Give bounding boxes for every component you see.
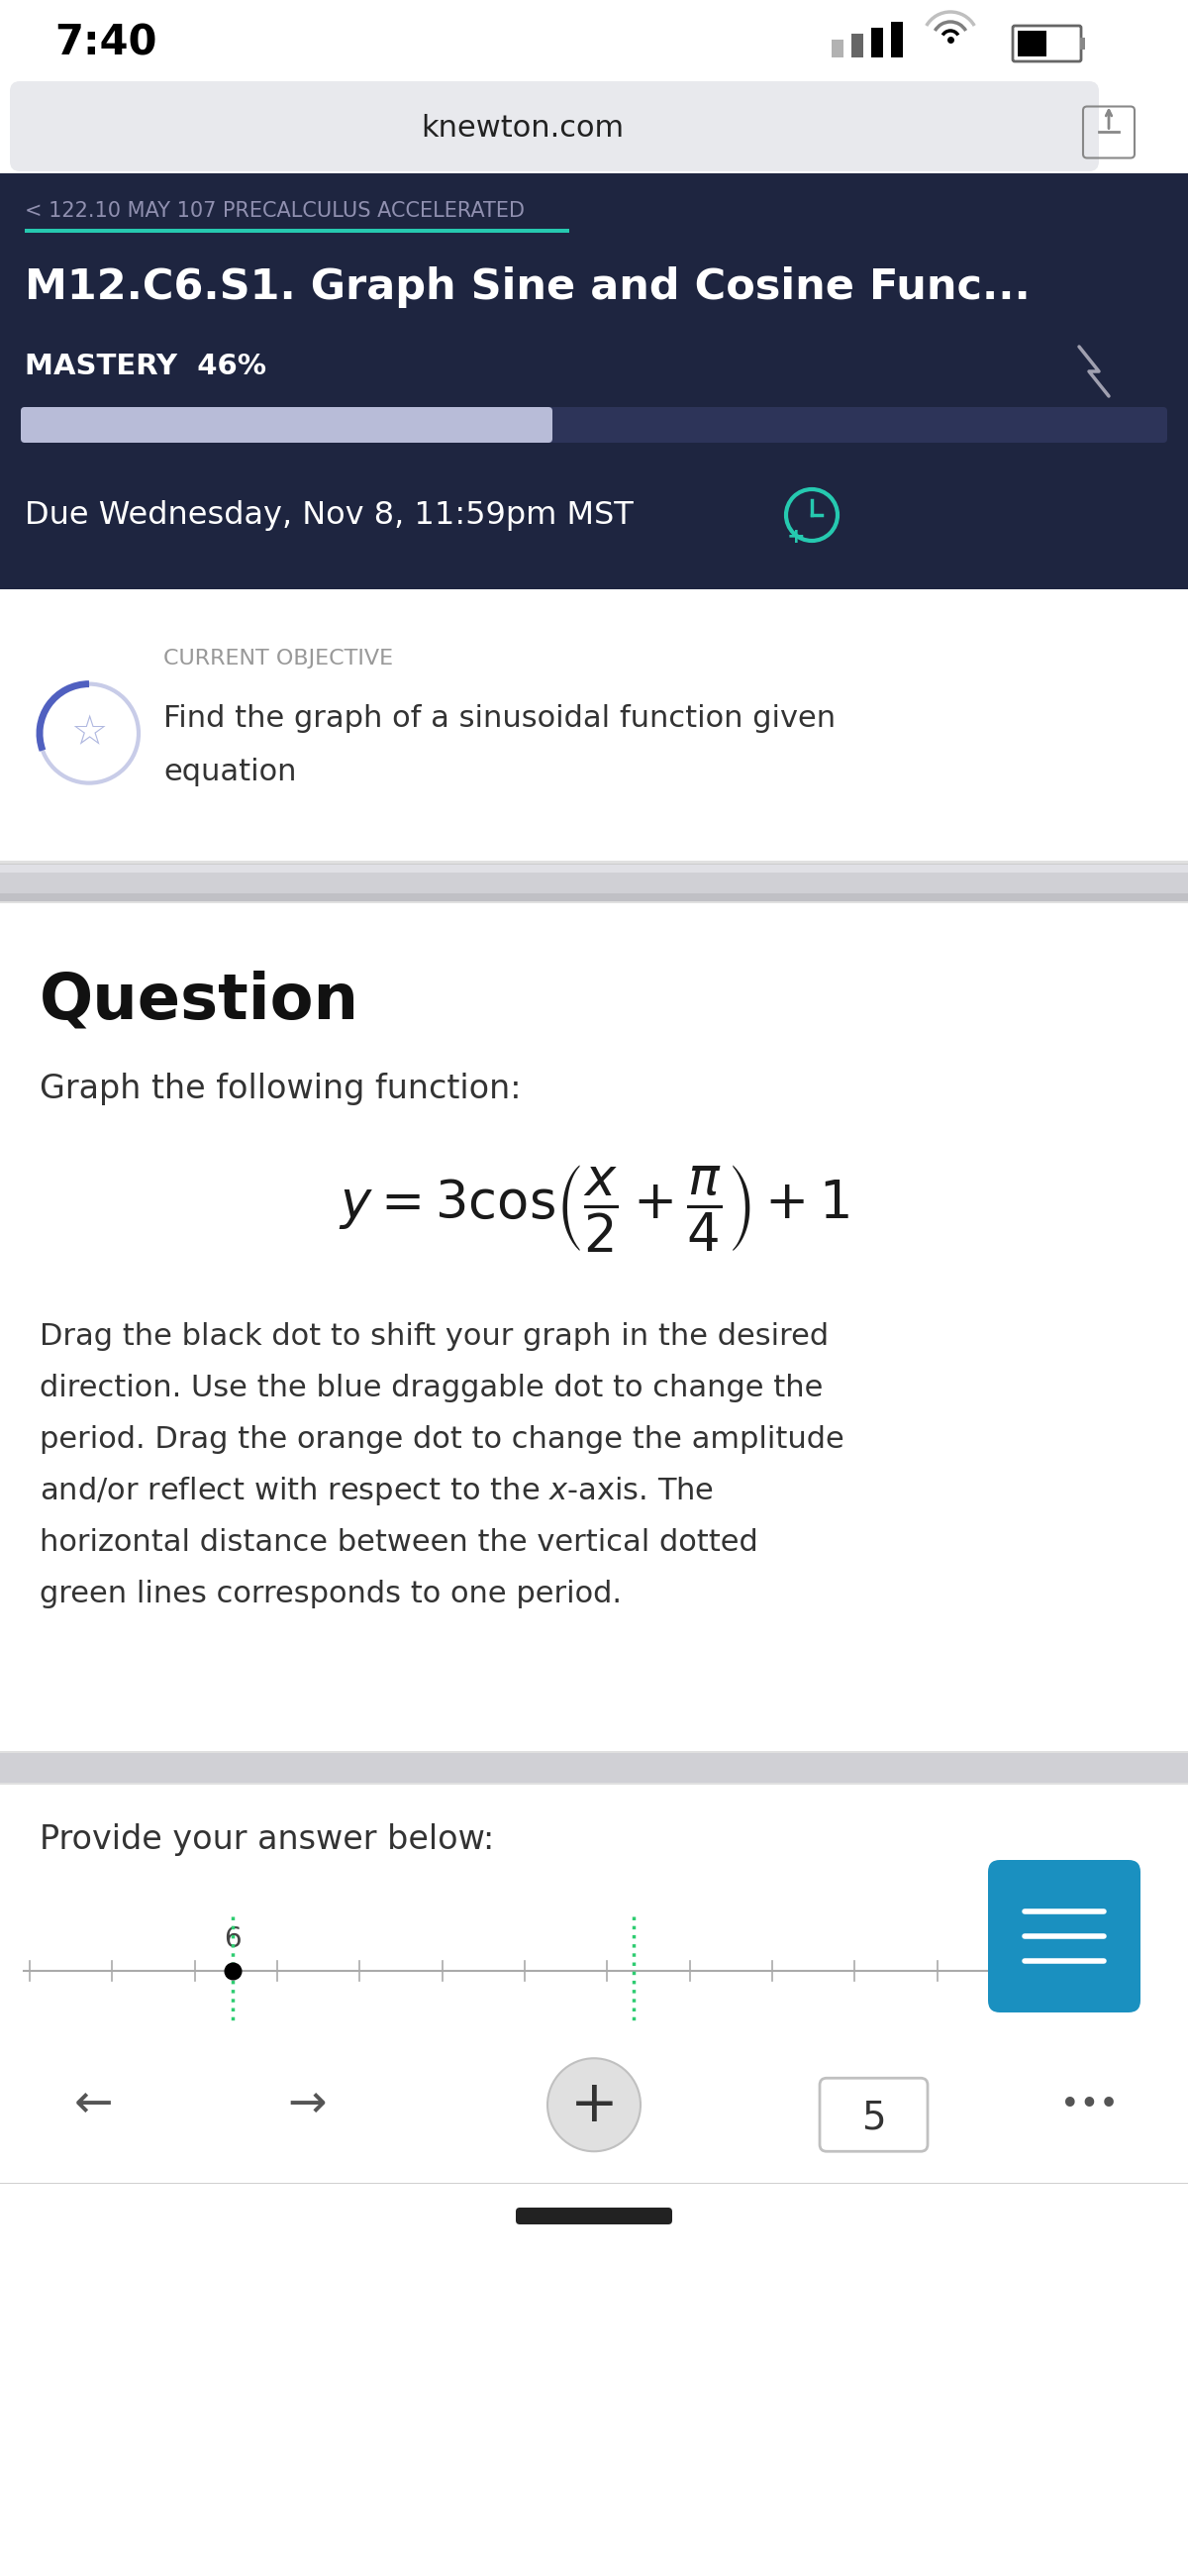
- Bar: [871, 28, 883, 57]
- Bar: [0, 590, 1188, 866]
- Text: green lines corresponds to one period.: green lines corresponds to one period.: [39, 1579, 621, 1610]
- Text: Find the graph of a sinusoidal function given: Find the graph of a sinusoidal function …: [164, 703, 835, 732]
- Text: Graph the following function:: Graph the following function:: [39, 1074, 522, 1105]
- Bar: [0, 2184, 1188, 2239]
- Text: Due Wednesday, Nov 8, 11:59pm MST: Due Wednesday, Nov 8, 11:59pm MST: [25, 500, 633, 531]
- Text: Drag the black dot to shift your graph in the desired: Drag the black dot to shift your graph i…: [39, 1321, 829, 1352]
- FancyBboxPatch shape: [820, 2079, 928, 2151]
- FancyBboxPatch shape: [21, 407, 552, 443]
- Text: Question: Question: [39, 969, 360, 1030]
- Text: CURRENT OBJECTIVE: CURRENT OBJECTIVE: [164, 649, 393, 670]
- Bar: [891, 21, 903, 57]
- Text: and/or reflect with respect to the $x$-axis. The: and/or reflect with respect to the $x$-a…: [39, 1476, 714, 1507]
- Text: equation: equation: [164, 757, 297, 786]
- Circle shape: [548, 2058, 640, 2151]
- Bar: [0, 1754, 1188, 1783]
- Bar: [0, 894, 1188, 902]
- Text: horizontal distance between the vertical dotted: horizontal distance between the vertical…: [39, 1528, 758, 1558]
- Text: $y = 3\cos\!\left(\dfrac{x}{2}+\dfrac{\pi}{4}\right)+1$: $y = 3\cos\!\left(\dfrac{x}{2}+\dfrac{\p…: [339, 1162, 849, 1255]
- Bar: [0, 863, 1188, 866]
- Bar: [0, 866, 1188, 873]
- FancyBboxPatch shape: [988, 1860, 1140, 2012]
- Bar: [0, 860, 1188, 863]
- Bar: [0, 80, 1188, 173]
- Bar: [0, 1783, 1188, 2040]
- Bar: [0, 2239, 1188, 2576]
- FancyBboxPatch shape: [516, 2208, 672, 2226]
- Bar: [0, 2040, 1188, 2184]
- Bar: [852, 33, 864, 57]
- Text: ☆: ☆: [70, 714, 108, 755]
- Text: M12.C6.S1. Graph Sine and Cosine Func...: M12.C6.S1. Graph Sine and Cosine Func...: [25, 265, 1030, 309]
- Text: 5: 5: [861, 2099, 885, 2136]
- Text: knewton.com: knewton.com: [422, 113, 624, 142]
- Text: 6: 6: [223, 1924, 241, 1953]
- Text: Provide your answer below:: Provide your answer below:: [39, 1824, 494, 1857]
- Bar: [1018, 31, 1047, 57]
- FancyBboxPatch shape: [21, 407, 1167, 443]
- Text: period. Drag the orange dot to change the amplitude: period. Drag the orange dot to change th…: [39, 1425, 845, 1455]
- Text: →: →: [287, 2081, 327, 2128]
- Text: •••: •••: [1060, 2089, 1118, 2120]
- Bar: [1080, 39, 1085, 49]
- Bar: [25, 229, 569, 232]
- Text: 7:40: 7:40: [55, 23, 157, 64]
- Text: +: +: [570, 2076, 618, 2133]
- Bar: [832, 39, 843, 57]
- Bar: [0, 0, 1188, 80]
- Bar: [0, 866, 1188, 902]
- Text: < 122.10 MAY 107 PRECALCULUS ACCELERATED: < 122.10 MAY 107 PRECALCULUS ACCELERATED: [25, 201, 525, 222]
- FancyBboxPatch shape: [10, 82, 1099, 173]
- Bar: [0, 173, 1188, 590]
- Bar: [0, 902, 1188, 1754]
- Text: ←: ←: [75, 2081, 114, 2128]
- Text: direction. Use the blue draggable dot to change the: direction. Use the blue draggable dot to…: [39, 1373, 823, 1404]
- Text: MASTERY  46%: MASTERY 46%: [25, 353, 266, 381]
- Text: +: +: [786, 528, 805, 546]
